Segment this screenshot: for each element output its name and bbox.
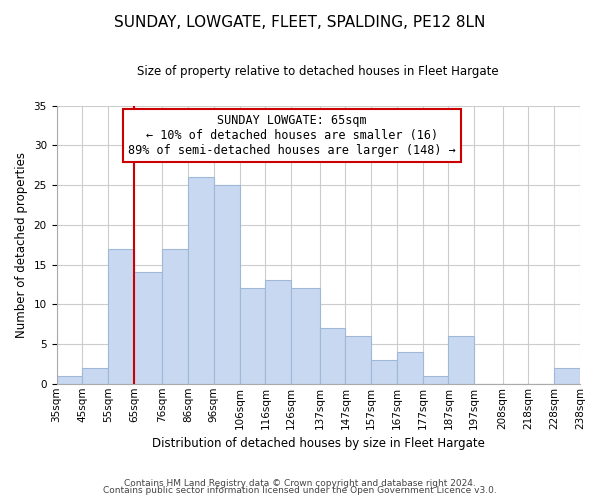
Text: Contains HM Land Registry data © Crown copyright and database right 2024.: Contains HM Land Registry data © Crown c… [124,478,476,488]
Bar [346,336,371,384]
Y-axis label: Number of detached properties: Number of detached properties [15,152,28,338]
Bar [188,177,214,384]
Bar [371,360,397,384]
Bar [82,368,108,384]
Bar [134,272,162,384]
Bar [423,376,448,384]
Bar [291,288,320,384]
Bar [554,368,580,384]
Bar [320,328,346,384]
Text: Contains public sector information licensed under the Open Government Licence v3: Contains public sector information licen… [103,486,497,495]
Bar [239,288,265,384]
Title: Size of property relative to detached houses in Fleet Hargate: Size of property relative to detached ho… [137,65,499,78]
Bar [162,248,188,384]
Bar [214,185,239,384]
Bar [56,376,82,384]
Text: SUNDAY, LOWGATE, FLEET, SPALDING, PE12 8LN: SUNDAY, LOWGATE, FLEET, SPALDING, PE12 8… [115,15,485,30]
X-axis label: Distribution of detached houses by size in Fleet Hargate: Distribution of detached houses by size … [152,437,485,450]
Bar [265,280,291,384]
Text: SUNDAY LOWGATE: 65sqm
← 10% of detached houses are smaller (16)
89% of semi-deta: SUNDAY LOWGATE: 65sqm ← 10% of detached … [128,114,456,157]
Bar [448,336,474,384]
Bar [108,248,134,384]
Bar [397,352,423,384]
